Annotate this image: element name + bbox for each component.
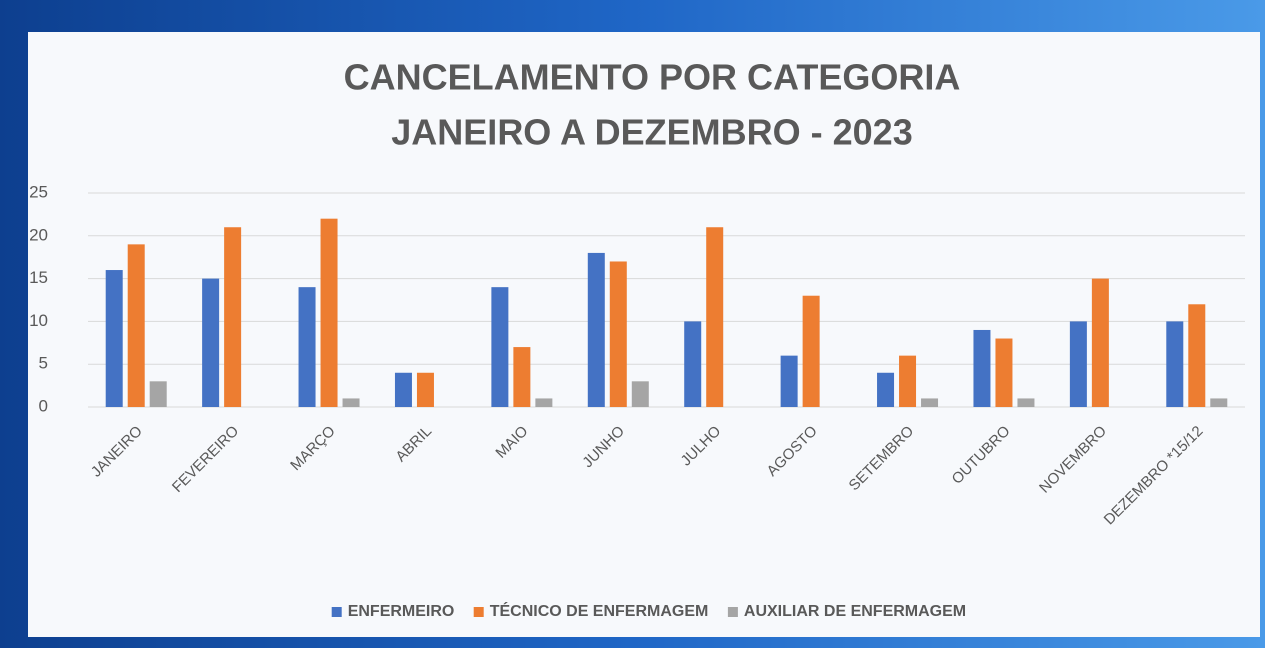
bar [298,287,316,407]
bar [1166,321,1184,407]
bar [513,347,531,407]
legend-swatch [727,607,738,617]
bar [1017,398,1035,407]
bar [995,338,1013,407]
chart-subtitle: JANEIRO A DEZEMBRO - 2023 [391,112,912,153]
bar [149,381,167,407]
bar [1091,278,1109,407]
y-tick-label: 5 [39,354,48,373]
bar [684,321,702,407]
bar [1069,321,1087,407]
bar [394,372,412,407]
legend-swatch [331,607,342,617]
y-tick-label: 0 [39,396,48,415]
bar [535,398,553,407]
bar [921,398,939,407]
bar [342,398,360,407]
bar [202,278,220,407]
bar [609,261,627,407]
legend-label: ENFERMEIRO [348,603,455,620]
y-tick-label: 15 [29,268,48,287]
bar [320,218,338,407]
bar [105,270,123,407]
chart-title: CANCELAMENTO POR CATEGORIA [344,57,961,98]
bar [973,329,991,407]
bar [802,295,820,407]
bar [416,372,434,407]
bar [631,381,649,407]
bar [706,227,724,407]
bar [224,227,242,407]
bar [780,355,798,407]
bar [587,252,605,407]
bar [127,244,145,407]
y-tick-label: 10 [29,311,48,330]
legend-label: AUXILIAR DE ENFERMAGEM [744,603,966,620]
y-tick-label: 25 [29,182,48,201]
bar [1210,398,1228,407]
y-tick-label: 20 [29,225,48,244]
bar [899,355,917,407]
bar [877,372,895,407]
bar [1188,304,1206,407]
bar [491,287,509,407]
legend-swatch [473,607,484,617]
legend-label: TÉCNICO DE ENFERMAGEM [490,601,709,620]
